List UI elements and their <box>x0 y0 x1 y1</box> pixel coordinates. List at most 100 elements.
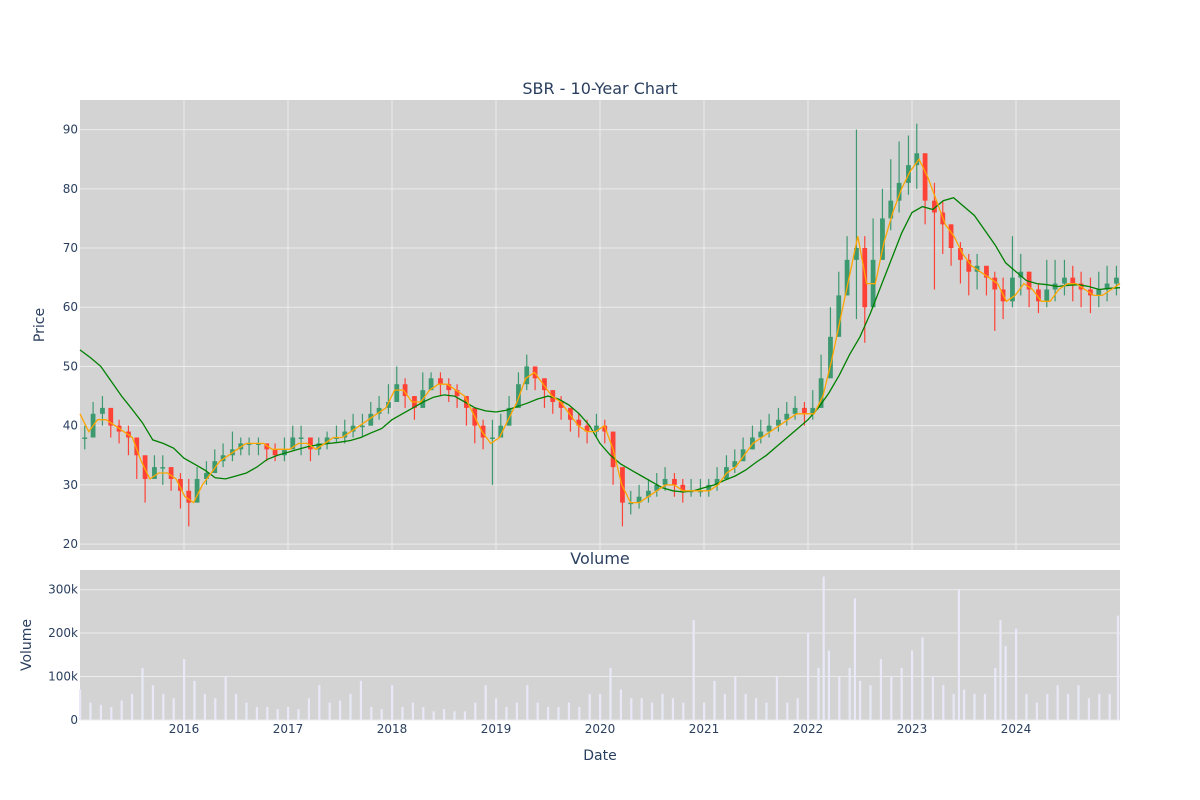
candle-body <box>82 437 88 439</box>
volume-bar <box>1025 693 1028 720</box>
volume-bar <box>630 698 633 720</box>
candle-body <box>334 437 339 439</box>
volume-bar <box>807 633 810 720</box>
candle-body <box>784 413 790 420</box>
volume-bar <box>703 702 706 720</box>
candle-body <box>862 248 868 308</box>
candle-body <box>810 407 816 414</box>
candle-body <box>350 425 356 432</box>
candle-body <box>888 200 894 219</box>
candle-body <box>836 295 842 337</box>
price-chart-title: SBR - 10-Year Chart <box>522 79 677 98</box>
candle-body <box>1114 277 1119 284</box>
volume-bar <box>193 680 196 720</box>
candle-body <box>558 401 564 408</box>
candle-body <box>1026 271 1032 290</box>
volume-bar <box>474 702 477 720</box>
volume-bar <box>547 706 550 720</box>
candle-body <box>342 431 348 438</box>
candle-body <box>792 407 798 414</box>
candle-body <box>438 378 443 385</box>
volume-bar <box>1035 702 1038 720</box>
candle-body <box>646 490 651 497</box>
volume-bar <box>110 706 113 720</box>
candle-body <box>594 425 599 432</box>
volume-bar <box>734 676 737 720</box>
price-y-tick-label: 70 <box>63 241 78 255</box>
volume-bar <box>963 689 966 720</box>
volume-bar <box>796 698 799 720</box>
volume-bar <box>151 685 154 720</box>
volume-bar <box>994 667 997 720</box>
candle-body <box>1036 289 1041 302</box>
volume-bar <box>255 706 258 720</box>
volume-bar <box>822 576 825 720</box>
volume-bar <box>131 693 134 720</box>
volume-bar <box>1046 693 1049 720</box>
x-tick-label: 2020 <box>585 722 616 736</box>
x-tick-label: 2024 <box>1001 722 1032 736</box>
volume-bar <box>765 702 768 720</box>
candle-body <box>922 153 928 201</box>
candle-body <box>680 484 686 491</box>
volume-bar <box>838 676 841 720</box>
volume-bar <box>557 706 560 720</box>
x-axis-label: Date <box>583 748 616 764</box>
candle-body <box>662 478 668 485</box>
volume-bar <box>453 711 456 720</box>
volume-bar <box>853 598 856 720</box>
candle-body <box>316 443 322 450</box>
candle-body <box>896 182 902 201</box>
candle-body <box>178 478 183 491</box>
x-tick-label: 2019 <box>481 722 512 736</box>
candle-body <box>446 384 452 391</box>
price-y-tick-label: 40 <box>63 419 78 433</box>
candle-body <box>818 378 824 408</box>
volume-bar <box>391 685 394 720</box>
volume-bar <box>380 709 383 720</box>
candle-body <box>308 437 313 450</box>
candle-body <box>1010 277 1015 302</box>
candle-body <box>992 277 998 290</box>
volume-bar <box>973 693 976 720</box>
candle-body <box>802 407 807 414</box>
volume-bar <box>536 702 539 720</box>
volume-bar <box>1015 628 1018 720</box>
x-tick-label: 2017 <box>273 722 304 736</box>
volume-bar <box>141 667 144 720</box>
volume-bar <box>266 706 269 720</box>
volume-bar <box>443 709 446 720</box>
candle-body <box>524 366 530 385</box>
volume-bar <box>827 650 830 720</box>
price-y-tick-label: 90 <box>63 123 78 137</box>
x-tick-label: 2016 <box>169 722 200 736</box>
volume-bar <box>349 693 352 720</box>
candle-body <box>1062 277 1067 284</box>
candle-body <box>672 478 677 485</box>
candle-body <box>714 478 720 485</box>
volume-bar <box>619 689 622 720</box>
candle-body <box>160 467 166 469</box>
volume-bar <box>172 698 175 720</box>
candle-body <box>428 378 434 391</box>
volume-bar <box>942 685 945 720</box>
volume-chart-title: Volume <box>570 549 630 568</box>
candle-body <box>636 496 642 503</box>
candle-body <box>966 259 972 272</box>
candle-body <box>272 449 278 456</box>
candle-body <box>152 467 157 479</box>
candle-body <box>880 218 885 260</box>
candle-body <box>984 265 989 278</box>
price-y-tick-label: 50 <box>63 359 78 373</box>
volume-y-ticks: 0 100k 200k 300k <box>48 583 78 727</box>
candle-body <box>854 248 859 260</box>
volume-bar <box>1056 685 1059 720</box>
candle-body <box>1096 289 1102 296</box>
volume-bar <box>817 667 820 720</box>
volume-bar <box>401 706 404 720</box>
volume-bar <box>682 702 685 720</box>
volume-bar <box>661 693 664 720</box>
volume-bar <box>640 698 643 720</box>
volume-bar <box>723 693 726 720</box>
volume-bar <box>900 667 903 720</box>
